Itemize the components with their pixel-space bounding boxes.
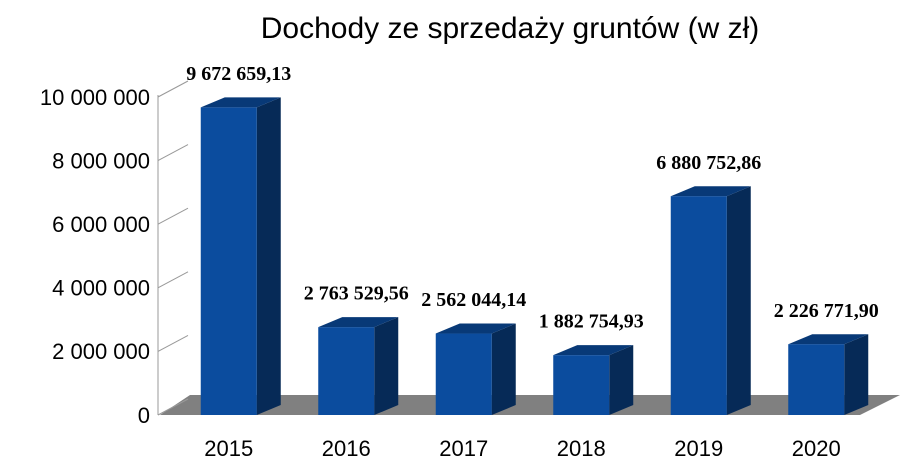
value-label: 2 763 529,56	[304, 283, 409, 305]
bar-side	[491, 323, 516, 415]
bar	[670, 186, 751, 415]
bar-top	[318, 317, 399, 328]
bar-top	[788, 334, 869, 345]
x-tick-label: 2019	[674, 436, 723, 461]
bar-side	[726, 186, 751, 415]
bar-side	[256, 97, 281, 416]
bar-front	[553, 355, 610, 415]
x-tick-label: 2015	[204, 436, 253, 461]
bar-front	[200, 107, 257, 416]
value-label: 2 562 044,14	[421, 289, 526, 311]
x-tick-label: 2018	[557, 436, 606, 461]
bar-top	[200, 97, 281, 108]
bar-side	[844, 334, 869, 415]
bar-top	[553, 345, 634, 356]
grid-line	[157, 334, 189, 352]
x-tick-label: 2017	[439, 436, 488, 461]
bar	[318, 317, 399, 415]
bar-front	[788, 344, 845, 415]
bar	[200, 97, 281, 416]
bar-front	[435, 333, 492, 415]
grid-line	[157, 398, 189, 416]
y-tick-label: 2 000 000	[52, 339, 150, 364]
chart-title: Dochody ze sprzedaży gruntów (w zł)	[261, 12, 760, 45]
bar	[788, 334, 869, 415]
grid-line	[157, 80, 189, 98]
bar-front	[670, 196, 727, 415]
bar-top	[435, 323, 516, 334]
value-label: 6 880 752,86	[656, 152, 761, 174]
x-tick-label: 2016	[322, 436, 371, 461]
y-tick-label: 6 000 000	[52, 212, 150, 237]
bar	[553, 345, 634, 415]
bar-front	[318, 327, 375, 415]
y-tick-label: 4 000 000	[52, 276, 150, 301]
value-label: 9 672 659,13	[186, 63, 291, 85]
grid-line	[157, 144, 189, 162]
grid-line	[157, 207, 189, 225]
grid-line	[157, 271, 189, 289]
y-tick-label: 10 000 000	[40, 85, 150, 110]
bar	[435, 323, 516, 415]
value-label: 2 226 771,90	[774, 300, 879, 322]
x-tick-label: 2020	[792, 436, 841, 461]
bar-side	[374, 317, 399, 415]
bar-top	[670, 186, 751, 197]
y-tick-label: 8 000 000	[52, 148, 150, 173]
y-tick-label: 0	[138, 403, 150, 428]
value-label: 1 882 754,93	[539, 311, 644, 333]
bar-side	[609, 345, 634, 415]
